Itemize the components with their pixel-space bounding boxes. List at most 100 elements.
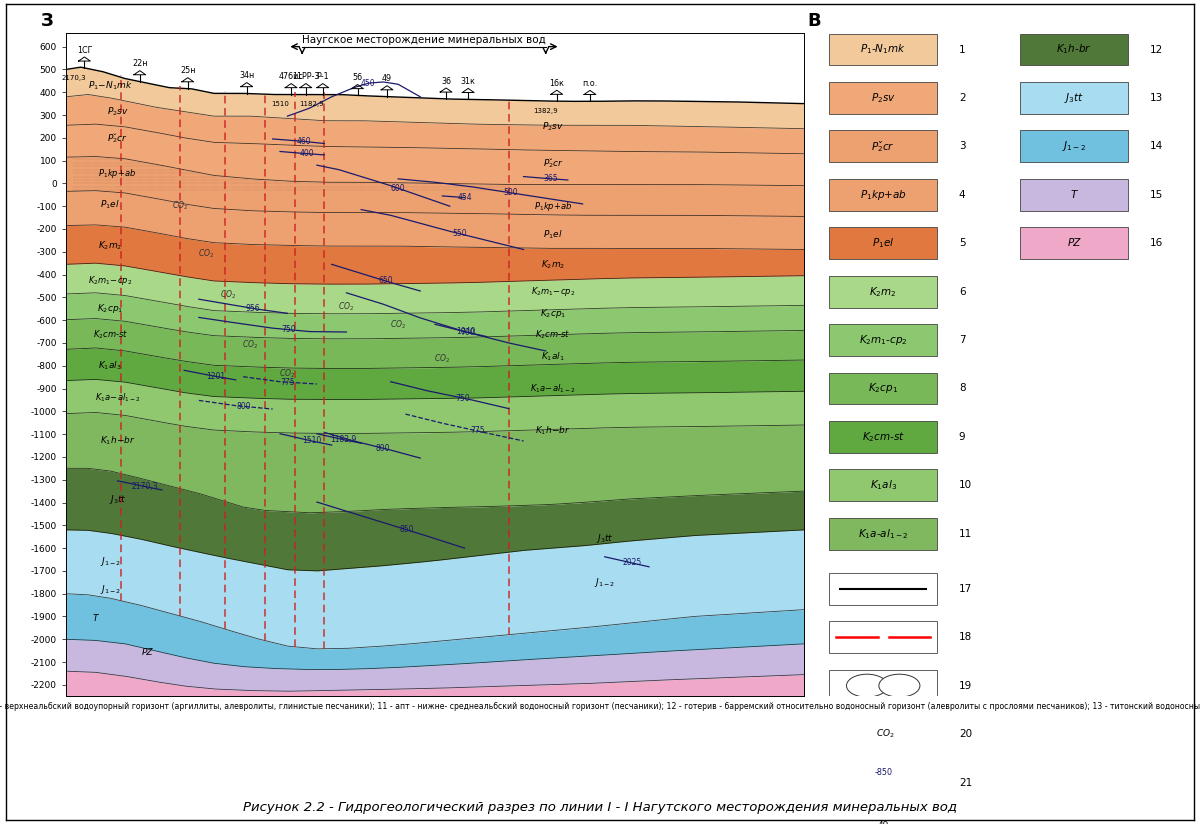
FancyBboxPatch shape bbox=[829, 276, 937, 307]
Text: 1182,9: 1182,9 bbox=[331, 435, 356, 444]
Text: 1510: 1510 bbox=[271, 101, 289, 107]
Text: 775: 775 bbox=[281, 377, 295, 386]
Text: $J_3$tt: $J_3$tt bbox=[1064, 91, 1084, 105]
Text: 1: 1 bbox=[959, 44, 966, 54]
Text: 1382,9: 1382,9 bbox=[533, 108, 558, 114]
Text: $CO_2$: $CO_2$ bbox=[221, 289, 236, 302]
Text: $K_2cm$-st: $K_2cm$-st bbox=[92, 329, 128, 341]
Text: T: T bbox=[92, 614, 98, 623]
Text: $CO_2$: $CO_2$ bbox=[242, 339, 259, 352]
Text: 56: 56 bbox=[353, 73, 362, 82]
Text: $J_3tt$: $J_3tt$ bbox=[596, 532, 613, 545]
Text: $K_2m_2$: $K_2m_2$ bbox=[541, 258, 565, 270]
Text: 775: 775 bbox=[470, 426, 485, 435]
Text: 1510: 1510 bbox=[301, 437, 322, 446]
Text: 20: 20 bbox=[959, 729, 972, 739]
Text: п.о.: п.о. bbox=[582, 79, 598, 88]
Text: $P_2\check{c}r$: $P_2\check{c}r$ bbox=[107, 132, 128, 145]
Text: $K_2m_2$: $K_2m_2$ bbox=[869, 285, 898, 298]
Text: 2170,3: 2170,3 bbox=[131, 482, 158, 491]
Text: $P_1$kp+ab: $P_1$kp+ab bbox=[859, 188, 907, 202]
FancyBboxPatch shape bbox=[829, 324, 937, 356]
Text: $P_2$sv: $P_2$sv bbox=[871, 91, 895, 105]
Text: 454: 454 bbox=[457, 193, 472, 202]
FancyBboxPatch shape bbox=[1020, 227, 1128, 260]
Text: $P_1\!-\!N_1mk$: $P_1\!-\!N_1mk$ bbox=[88, 79, 133, 91]
Text: $K_1h\!-\!br$: $K_1h\!-\!br$ bbox=[535, 424, 571, 437]
Text: $K_1$a-al$_{1-2}$: $K_1$a-al$_{1-2}$ bbox=[858, 527, 908, 541]
Text: З: З bbox=[41, 12, 54, 30]
FancyBboxPatch shape bbox=[829, 470, 937, 501]
Text: $P_2\check{c}r$: $P_2\check{c}r$ bbox=[542, 156, 564, 170]
Text: 800: 800 bbox=[236, 402, 251, 411]
Text: 13: 13 bbox=[1150, 93, 1163, 103]
Text: $CO_2$: $CO_2$ bbox=[338, 300, 354, 313]
Text: 3: 3 bbox=[959, 142, 966, 152]
Text: $CO_2$: $CO_2$ bbox=[876, 728, 895, 740]
Text: 600: 600 bbox=[390, 184, 404, 193]
Text: $P_2sv$: $P_2sv$ bbox=[542, 120, 564, 133]
Ellipse shape bbox=[846, 674, 888, 697]
Text: Рисунок 2.2 - Гидрогеологический разрез по линии I - I Нагутского месторождения : Рисунок 2.2 - Гидрогеологический разрез … bbox=[242, 801, 958, 814]
Text: $P_2sv$: $P_2sv$ bbox=[107, 105, 128, 118]
FancyBboxPatch shape bbox=[829, 179, 937, 211]
Text: 1182,9: 1182,9 bbox=[300, 101, 324, 107]
Text: PZ: PZ bbox=[142, 648, 152, 658]
Text: 550: 550 bbox=[452, 229, 467, 238]
FancyBboxPatch shape bbox=[829, 621, 937, 653]
FancyBboxPatch shape bbox=[829, 34, 937, 65]
FancyBboxPatch shape bbox=[829, 573, 937, 605]
FancyBboxPatch shape bbox=[829, 130, 937, 162]
Text: 2025: 2025 bbox=[622, 559, 641, 568]
Text: $K_2m_2$: $K_2m_2$ bbox=[98, 240, 122, 252]
Text: $P_1$el: $P_1$el bbox=[872, 236, 894, 250]
Text: 460: 460 bbox=[296, 137, 311, 146]
Text: 11: 11 bbox=[959, 529, 972, 539]
Text: 450: 450 bbox=[361, 79, 376, 87]
Text: 365: 365 bbox=[544, 174, 558, 183]
Text: $J_{1-2}$: $J_{1-2}$ bbox=[100, 583, 121, 596]
Text: 11РР-3: 11РР-3 bbox=[292, 73, 319, 82]
FancyBboxPatch shape bbox=[829, 421, 937, 453]
FancyBboxPatch shape bbox=[829, 766, 937, 798]
FancyBboxPatch shape bbox=[1020, 130, 1128, 162]
Text: $CO_2$: $CO_2$ bbox=[390, 319, 407, 331]
Text: 12: 12 bbox=[1150, 44, 1163, 54]
FancyBboxPatch shape bbox=[829, 82, 937, 114]
Text: $K_2cp_1$: $K_2cp_1$ bbox=[97, 302, 124, 315]
Text: 31к: 31к bbox=[461, 77, 475, 87]
Text: 16к: 16к bbox=[550, 79, 564, 88]
Text: 800: 800 bbox=[376, 443, 390, 452]
Text: $K_2m_1$-cp$_2$: $K_2m_1$-cp$_2$ bbox=[859, 333, 907, 347]
Text: 16: 16 bbox=[1150, 238, 1163, 248]
Text: $K_1al_3$: $K_1al_3$ bbox=[98, 359, 122, 372]
Text: 49: 49 bbox=[382, 74, 392, 83]
Text: T: T bbox=[1070, 190, 1078, 199]
Text: 750: 750 bbox=[455, 394, 469, 402]
Text: $CO_2$: $CO_2$ bbox=[434, 353, 450, 365]
FancyBboxPatch shape bbox=[1020, 179, 1128, 211]
Text: 5: 5 bbox=[959, 238, 966, 248]
FancyBboxPatch shape bbox=[1020, 82, 1128, 114]
Text: $P_1el$: $P_1el$ bbox=[101, 199, 120, 211]
Text: $K_1$h-br: $K_1$h-br bbox=[1056, 43, 1092, 56]
Text: 956: 956 bbox=[245, 304, 260, 313]
Text: $J_{1-2}$: $J_{1-2}$ bbox=[594, 576, 616, 589]
Text: 47бис: 47бис bbox=[278, 73, 304, 82]
FancyBboxPatch shape bbox=[829, 719, 937, 750]
FancyBboxPatch shape bbox=[829, 372, 937, 405]
FancyBboxPatch shape bbox=[829, 517, 937, 550]
Text: 850: 850 bbox=[400, 525, 414, 534]
Text: 1201: 1201 bbox=[206, 372, 226, 381]
Text: $K_2cp_1$: $K_2cp_1$ bbox=[540, 307, 566, 320]
Text: PZ: PZ bbox=[1067, 238, 1081, 248]
Text: $K_2m_1\!-\!cp_2$: $K_2m_1\!-\!cp_2$ bbox=[88, 274, 132, 287]
Text: 500: 500 bbox=[503, 188, 517, 197]
Text: $K_2$cp$_1$: $K_2$cp$_1$ bbox=[868, 382, 899, 396]
Text: 21: 21 bbox=[959, 778, 972, 788]
Text: $CO_2$: $CO_2$ bbox=[173, 200, 188, 213]
Text: $J_{1-2}$: $J_{1-2}$ bbox=[1062, 139, 1086, 153]
Text: $K_2cm$-st: $K_2cm$-st bbox=[535, 329, 571, 341]
FancyBboxPatch shape bbox=[829, 670, 937, 701]
FancyBboxPatch shape bbox=[1020, 34, 1128, 65]
